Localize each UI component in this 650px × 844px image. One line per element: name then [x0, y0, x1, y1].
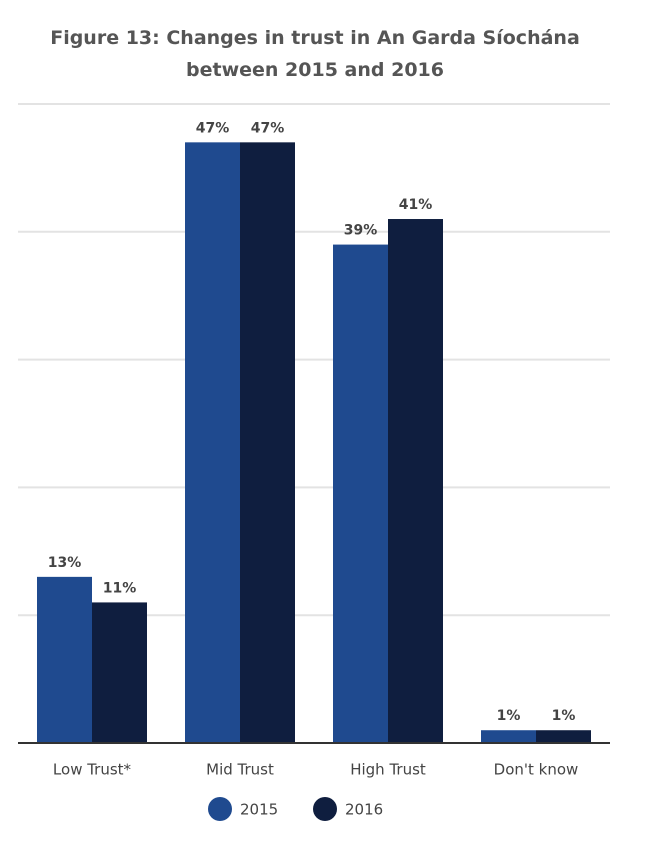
value-label: 11%: [103, 580, 137, 596]
bar: [37, 576, 92, 743]
legend-label: 2016: [345, 801, 383, 819]
bar: [536, 730, 591, 743]
legend-marker: [313, 797, 337, 821]
legend-label: 2015: [240, 801, 278, 819]
value-label: 41%: [399, 197, 433, 213]
chart-title: Figure 13: Changes in trust in An Garda …: [50, 27, 580, 81]
x-tick-label: High Trust: [350, 761, 426, 779]
bar: [481, 730, 536, 743]
bar: [388, 219, 443, 743]
value-label: 47%: [251, 120, 285, 136]
value-label: 39%: [344, 223, 378, 239]
bar: [240, 142, 295, 744]
bar: [333, 244, 388, 743]
legend-marker: [208, 797, 232, 821]
bar: [185, 142, 240, 744]
value-label: 13%: [48, 555, 82, 571]
x-tick-label: Mid Trust: [206, 761, 274, 779]
x-tick-label: Low Trust*: [53, 761, 132, 779]
x-tick-label: Don't know: [494, 761, 579, 779]
value-label: 1%: [497, 708, 521, 724]
value-label: 1%: [552, 708, 576, 724]
value-label: 47%: [196, 120, 230, 136]
bar: [92, 602, 147, 743]
